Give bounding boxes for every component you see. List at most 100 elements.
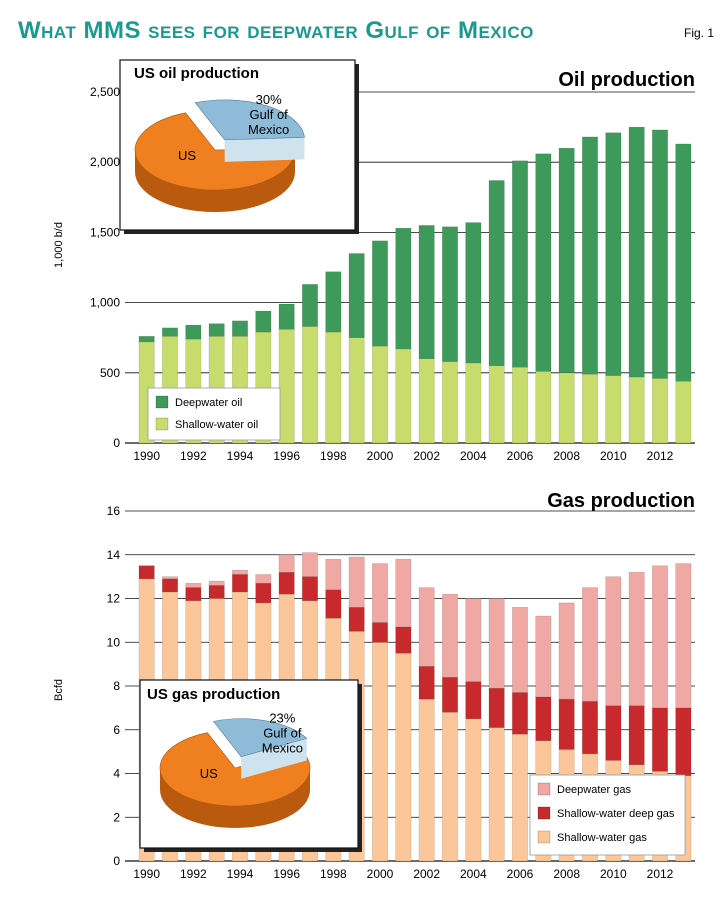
y-tick-label: 500 bbox=[100, 366, 120, 380]
legend-swatch bbox=[155, 395, 169, 409]
y-tick-label: 0 bbox=[113, 854, 120, 868]
y-tick-label: 2,500 bbox=[90, 85, 120, 99]
bar-deepwater-gas-2006 bbox=[512, 607, 528, 693]
y-tick-label: 10 bbox=[107, 635, 121, 649]
bar-shallow-water-gas-2004 bbox=[465, 718, 482, 862]
y-tick-label: 1,000 bbox=[90, 296, 120, 310]
x-tick-label: 1996 bbox=[273, 867, 300, 881]
pie-slice-us bbox=[134, 112, 296, 191]
bar-deepwater-oil-1991 bbox=[162, 327, 178, 337]
bar-deepwater-oil-2013 bbox=[675, 143, 692, 382]
bar-shallow-water-oil-2007 bbox=[535, 371, 552, 444]
bar-deepwater-gas-1991 bbox=[162, 576, 178, 580]
legend-label: Deepwater oil bbox=[175, 397, 242, 409]
x-tick-label: 2004 bbox=[460, 867, 487, 881]
bar-shallow-water-deep-gas-2000 bbox=[372, 622, 388, 643]
bar-shallow-water-oil-1997 bbox=[302, 326, 318, 444]
bar-deepwater-gas-1994 bbox=[232, 569, 248, 575]
bar-shallow-water-deep-gas-2012 bbox=[652, 707, 668, 772]
y-tick-label: 16 bbox=[107, 504, 121, 518]
bar-deepwater-gas-1999 bbox=[348, 556, 365, 608]
bar-shallow-water-deep-gas-2013 bbox=[675, 707, 692, 776]
x-tick-label: 2012 bbox=[647, 449, 674, 463]
x-tick-label: 2008 bbox=[553, 867, 580, 881]
bar-shallow-water-gas-2001 bbox=[395, 652, 412, 862]
bar-deepwater-gas-2011 bbox=[628, 572, 645, 706]
legend-swatch bbox=[537, 806, 551, 820]
pie-label-us: US bbox=[178, 148, 196, 163]
legend-label: Shallow-water deep gas bbox=[557, 808, 675, 820]
chart-title: Gas production bbox=[547, 490, 695, 512]
bar-shallow-water-oil-2009 bbox=[582, 373, 598, 444]
x-tick-label: 2002 bbox=[413, 867, 440, 881]
x-tick-label: 2008 bbox=[553, 449, 580, 463]
bar-shallow-water-deep-gas-2005 bbox=[488, 687, 505, 728]
bar-deepwater-oil-2002 bbox=[418, 225, 435, 360]
bar-deepwater-gas-2012 bbox=[652, 565, 668, 709]
bar-shallow-water-oil-1998 bbox=[325, 331, 342, 444]
bar-deepwater-oil-2001 bbox=[395, 227, 412, 350]
bar-shallow-water-deep-gas-1993 bbox=[208, 585, 225, 599]
x-tick-label: 1992 bbox=[180, 449, 207, 463]
bar-shallow-water-deep-gas-2002 bbox=[418, 666, 435, 700]
pie-us-side bbox=[135, 150, 295, 212]
bar-shallow-water-deep-gas-2007 bbox=[535, 696, 552, 741]
bar-deepwater-gas-1992 bbox=[185, 582, 202, 588]
y-axis-label: 1,000 b/d bbox=[53, 222, 65, 268]
bar-deepwater-oil-2006 bbox=[512, 160, 528, 368]
bar-deepwater-gas-1995 bbox=[255, 574, 272, 584]
pie-label-gom-line1: Gulf of bbox=[263, 726, 302, 741]
bar-shallow-water-oil-2013 bbox=[675, 380, 692, 444]
bar-deepwater-gas-1993 bbox=[208, 580, 225, 586]
bar-shallow-water-deep-gas-1991 bbox=[162, 578, 178, 593]
pie-label-gom-line2: Mexico bbox=[248, 122, 289, 137]
x-tick-label: 1998 bbox=[320, 449, 347, 463]
bar-deepwater-oil-1996 bbox=[278, 303, 295, 330]
pie-value-gom: 23% bbox=[269, 711, 295, 726]
gas-production-chart: 0 2 4 6 8 10 12 14 16 Bcfd Gas production 1990 1992 1… bbox=[53, 490, 695, 881]
bar-deepwater-oil-1992 bbox=[185, 324, 202, 340]
bar-deepwater-gas-2007 bbox=[535, 615, 552, 698]
bar-deepwater-oil-1993 bbox=[208, 323, 225, 337]
pie-us-side bbox=[160, 768, 310, 828]
bar-shallow-water-deep-gas-1994 bbox=[232, 574, 248, 593]
x-tick-label: 2006 bbox=[507, 867, 534, 881]
bar-shallow-water-oil-1999 bbox=[348, 337, 365, 444]
bar-deepwater-gas-2002 bbox=[418, 587, 435, 667]
bar-deepwater-oil-1999 bbox=[348, 253, 365, 338]
bar-shallow-water-deep-gas-2003 bbox=[442, 677, 458, 713]
x-tick-label: 1990 bbox=[133, 867, 160, 881]
pie-gom-face bbox=[241, 738, 307, 779]
oil-production-chart: 0 500 1,000 1,500 2,000 2,500 1,000 b/d Oil pro… bbox=[53, 59, 695, 463]
bar-deepwater-oil-1997 bbox=[302, 284, 318, 327]
bar-deepwater-gas-1997 bbox=[302, 552, 318, 577]
bar-shallow-water-deep-gas-2009 bbox=[582, 701, 598, 755]
bar-deepwater-oil-1990 bbox=[138, 336, 155, 343]
bar-shallow-water-deep-gas-2001 bbox=[395, 626, 412, 654]
bar-shallow-water-gas-2003 bbox=[442, 712, 458, 862]
bar-deepwater-oil-2010 bbox=[605, 132, 622, 376]
y-tick-label: 8 bbox=[113, 679, 120, 693]
bar-deepwater-oil-2003 bbox=[442, 226, 458, 362]
legend-swatch bbox=[155, 417, 169, 431]
legend-label: Shallow-water oil bbox=[175, 419, 258, 431]
bar-shallow-water-deep-gas-1997 bbox=[302, 576, 318, 601]
pie-label-gom-line2: Mexico bbox=[262, 741, 303, 756]
bar-shallow-water-gas-2002 bbox=[418, 698, 435, 862]
bar-shallow-water-oil-2002 bbox=[418, 358, 435, 444]
y-tick-label: 0 bbox=[113, 436, 120, 450]
bar-deepwater-gas-1998 bbox=[325, 558, 342, 590]
bar-deepwater-oil-2012 bbox=[652, 129, 668, 379]
bar-shallow-water-oil-2003 bbox=[442, 361, 458, 444]
bar-shallow-water-oil-2004 bbox=[465, 362, 482, 444]
bar-deepwater-gas-2000 bbox=[372, 563, 388, 623]
bar-shallow-water-oil-2005 bbox=[488, 365, 505, 444]
x-tick-label: 1994 bbox=[227, 449, 254, 463]
legend-swatch bbox=[537, 782, 551, 796]
bar-shallow-water-deep-gas-1990 bbox=[138, 565, 155, 580]
bar-shallow-water-deep-gas-1996 bbox=[278, 572, 295, 595]
bar-deepwater-oil-2005 bbox=[488, 180, 505, 367]
legend-box bbox=[147, 387, 281, 441]
